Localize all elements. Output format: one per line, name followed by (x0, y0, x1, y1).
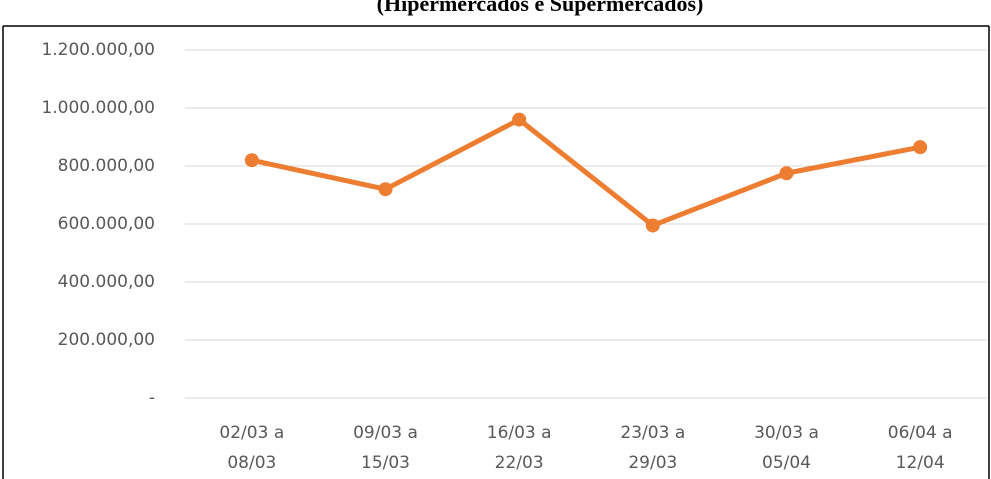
y-tick-label: - (149, 388, 155, 408)
chart-title: (Hipermercados e Supermercados) (377, 0, 704, 16)
x-tick-label: 29/03 (628, 453, 677, 473)
x-tick-label: 12/04 (896, 453, 945, 473)
x-tick-label: 05/04 (762, 453, 811, 473)
x-tick-label: 23/03 a (620, 423, 685, 443)
y-tick-label: 1.200.000,00 (41, 40, 155, 60)
x-tick-label: 08/03 (227, 453, 276, 473)
x-tick-label: 02/03 a (219, 423, 284, 443)
x-tick-label: 22/03 (495, 453, 544, 473)
x-tick-label: 09/03 a (353, 423, 418, 443)
marker (913, 140, 928, 155)
x-tick-label: 06/04 a (888, 423, 953, 443)
y-tick-label: 800.000,00 (58, 156, 155, 176)
marker (378, 182, 393, 197)
x-tick-label: 30/03 a (754, 423, 819, 443)
marker (244, 153, 259, 168)
y-tick-label: 600.000,00 (58, 214, 155, 234)
marker (512, 112, 527, 127)
y-tick-label: 400.000,00 (58, 272, 155, 292)
y-tick-label: 1.000.000,00 (41, 98, 155, 118)
x-tick-label: 15/03 (361, 453, 410, 473)
y-tick-label: 200.000,00 (58, 330, 155, 350)
x-tick-label: 16/03 a (487, 423, 552, 443)
marker (779, 166, 794, 181)
marker (645, 218, 660, 233)
line (251, 117, 921, 228)
